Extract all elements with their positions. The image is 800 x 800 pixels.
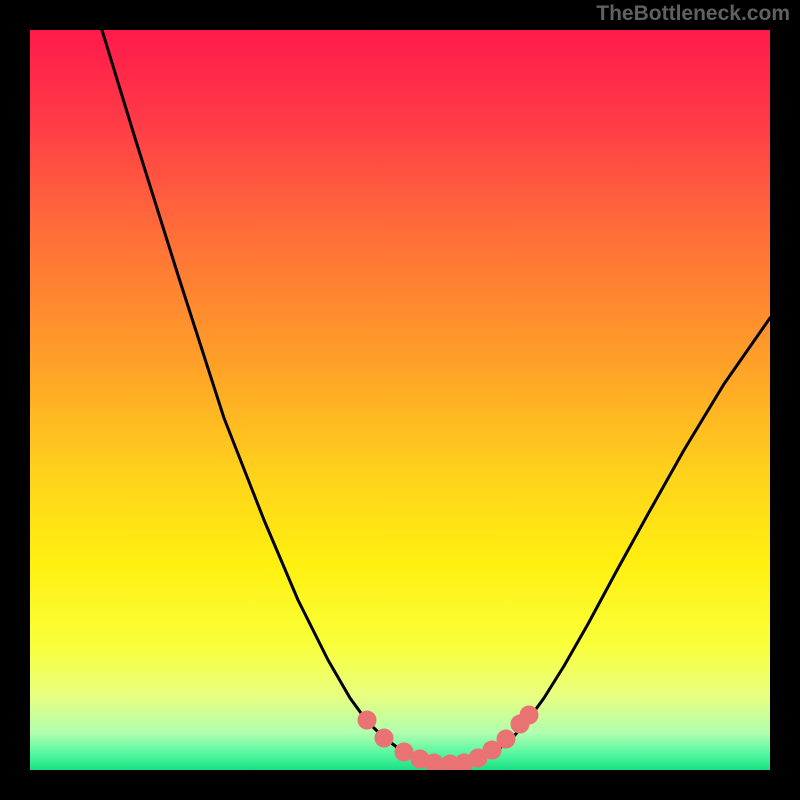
optimal-markers-group	[358, 706, 538, 770]
optimal-marker	[425, 754, 443, 770]
optimal-marker	[375, 729, 393, 747]
optimal-marker	[497, 730, 515, 748]
optimal-marker	[395, 743, 413, 761]
watermark-text: TheBottleneck.com	[596, 2, 790, 26]
bottleneck-curve-layer	[30, 30, 770, 770]
figure-container: TheBottleneck.com	[0, 0, 800, 800]
bottleneck-curve	[102, 30, 770, 765]
plot-area	[30, 30, 770, 770]
optimal-marker	[358, 711, 376, 729]
optimal-marker	[520, 706, 538, 724]
